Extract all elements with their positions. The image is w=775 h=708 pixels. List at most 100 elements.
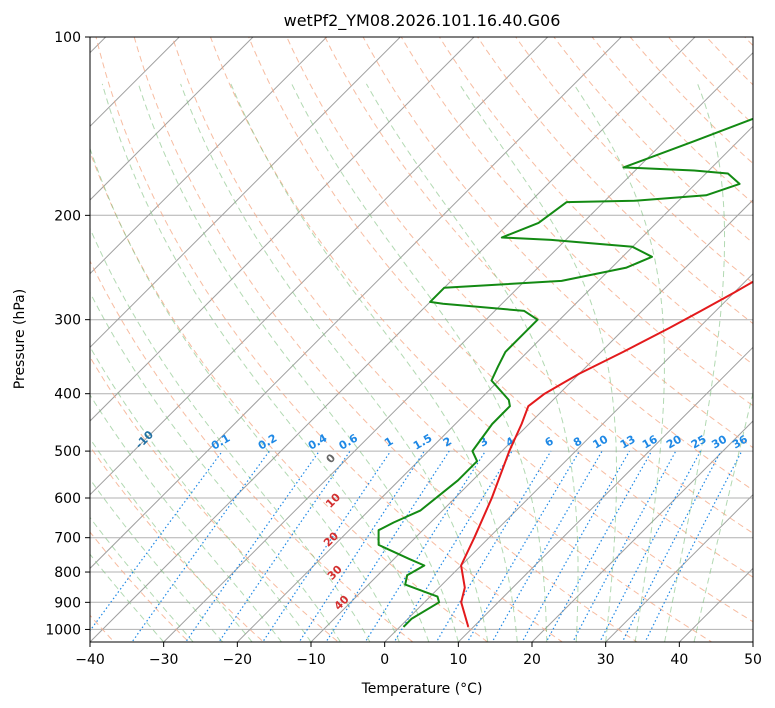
mixing-ratio-line <box>364 450 486 642</box>
moist-adiabat-line <box>90 478 223 642</box>
plot-frame <box>89 36 754 643</box>
mixing-ratio-label: 0.1 <box>209 432 232 453</box>
isotherm-line <box>678 567 753 642</box>
dry-adiabat-line <box>248 37 753 578</box>
dry-adiabat-line <box>362 37 753 449</box>
y-tick-label: 700 <box>54 531 81 547</box>
isotherm-line <box>457 346 753 642</box>
mixing-ratio-line <box>435 450 552 642</box>
dry-adiabat-line <box>90 259 414 642</box>
moist-adiabat-line <box>90 291 341 642</box>
moist-adiabat-line <box>101 83 430 642</box>
x-tick-label: −20 <box>223 652 253 668</box>
y-tick-label: 1000 <box>45 622 81 638</box>
y-tick-label: 600 <box>54 491 81 507</box>
dry-adiabat-line <box>90 531 190 642</box>
moist-adiabat-line <box>90 227 371 642</box>
moist-adiabat-label: 20 <box>321 529 341 549</box>
moist-adiabat-line <box>180 83 489 642</box>
mixing-ratio-label: 2 <box>441 435 454 450</box>
temperature-profile-line <box>460 280 753 628</box>
mixing-ratio-line <box>599 450 702 642</box>
axes: −40 −30 −20 −10 0 10 20 30 40 5010020030040050060… <box>45 30 762 668</box>
mixing-ratio-line <box>298 450 425 642</box>
dry-adiabat-line <box>756 10 775 654</box>
y-tick-label: 400 <box>54 387 81 403</box>
mixing-ratio-line <box>545 450 653 642</box>
isotherm-line <box>90 37 623 570</box>
background-lines <box>0 10 775 654</box>
mixing-ratio-line <box>325 450 450 642</box>
mixing-ratio-label: 36 <box>730 432 750 451</box>
moist-adiabat-line <box>137 83 459 642</box>
x-tick-label: −40 <box>75 652 105 668</box>
moist-adiabat-line <box>693 390 753 642</box>
moist-adiabat-line <box>573 83 665 642</box>
x-tick-label: 30 <box>597 652 615 668</box>
dry-adiabat-line <box>90 356 340 642</box>
moist-adiabat-line <box>90 345 312 642</box>
moist-adiabat-label: 10 <box>323 490 343 510</box>
mixing-ratio-label: 8 <box>571 435 584 450</box>
dry-adiabat-line <box>95 37 564 642</box>
x-tick-label: 10 <box>449 652 467 668</box>
x-axis-label: Temperature (°C) <box>361 681 483 697</box>
y-tick-label: 200 <box>54 208 81 224</box>
x-tick-label: 40 <box>670 652 688 668</box>
mixing-ratio-label: 20 <box>664 432 684 451</box>
isotherm-line <box>0 10 59 654</box>
dry-adiabat-line <box>705 37 753 86</box>
y-tick-label: 800 <box>54 565 81 581</box>
isotherm-line <box>383 272 753 642</box>
moist-adiabat-line <box>90 394 282 642</box>
dry-adiabat-line <box>744 37 753 47</box>
isotherm-line <box>162 51 753 642</box>
isotherm-line <box>90 37 475 422</box>
dry-adiabat-line <box>133 37 638 642</box>
mixing-ratio-label: 16 <box>640 432 660 451</box>
isotherm-line <box>310 199 753 642</box>
mixing-ratio-line <box>644 450 743 642</box>
moist-adiabat-label: 30 <box>325 562 345 582</box>
dry-adiabat-line <box>171 37 713 642</box>
x-tick-label: 20 <box>523 652 541 668</box>
profile-series <box>377 117 753 628</box>
isotherm-line <box>752 641 753 642</box>
mixing-ratio-label: 1.5 <box>411 432 434 453</box>
mixing-ratio-line <box>466 450 580 642</box>
x-tick-label: −10 <box>296 652 326 668</box>
mixing-ratio-line <box>393 450 513 642</box>
dry-adiabat-line <box>324 37 753 491</box>
mixing-ratio-label: 10 <box>590 432 610 451</box>
dewpoint-profile-line <box>377 117 753 628</box>
dry-adiabat-line <box>515 37 753 284</box>
moist-adiabat-line <box>90 147 400 642</box>
isotherm-line <box>236 125 753 642</box>
dry-adiabat-line <box>209 37 753 623</box>
mixing-ratio-label: 6 <box>543 434 556 449</box>
isotherm-line <box>90 37 254 201</box>
isotherm-line <box>90 37 696 642</box>
dry-adiabat-line <box>400 37 753 407</box>
x-tick-label: 50 <box>744 652 762 668</box>
mixing-ratio-label: 0.2 <box>256 432 279 453</box>
dry-adiabat-line <box>90 445 265 642</box>
mixing-ratio-line <box>262 450 392 642</box>
mixing-ratio-label: 0.4 <box>306 431 330 452</box>
y-tick-label: 500 <box>54 444 81 460</box>
mixing-ratio-label: 30 <box>709 432 729 451</box>
moist-adiabat-label: 0 <box>324 451 339 466</box>
mixing-ratio-line <box>621 450 722 642</box>
moist-adiabat-label: 40 <box>332 592 352 612</box>
chart-title: wetPf2_YM08.2026.101.16.40.G06 <box>284 11 561 31</box>
x-tick-label: 0 <box>380 652 389 668</box>
dry-adiabat-line <box>591 37 753 204</box>
y-tick-label: 900 <box>54 595 81 611</box>
mixing-ratio-label: 25 <box>689 433 709 452</box>
moist-adiabat-line <box>365 83 579 642</box>
line-labels: 0.10.20.40.611.52346810131620253036-100-… <box>133 428 750 613</box>
mixing-ratio-label: 1 <box>382 435 395 450</box>
y-tick-label: 100 <box>54 30 81 46</box>
